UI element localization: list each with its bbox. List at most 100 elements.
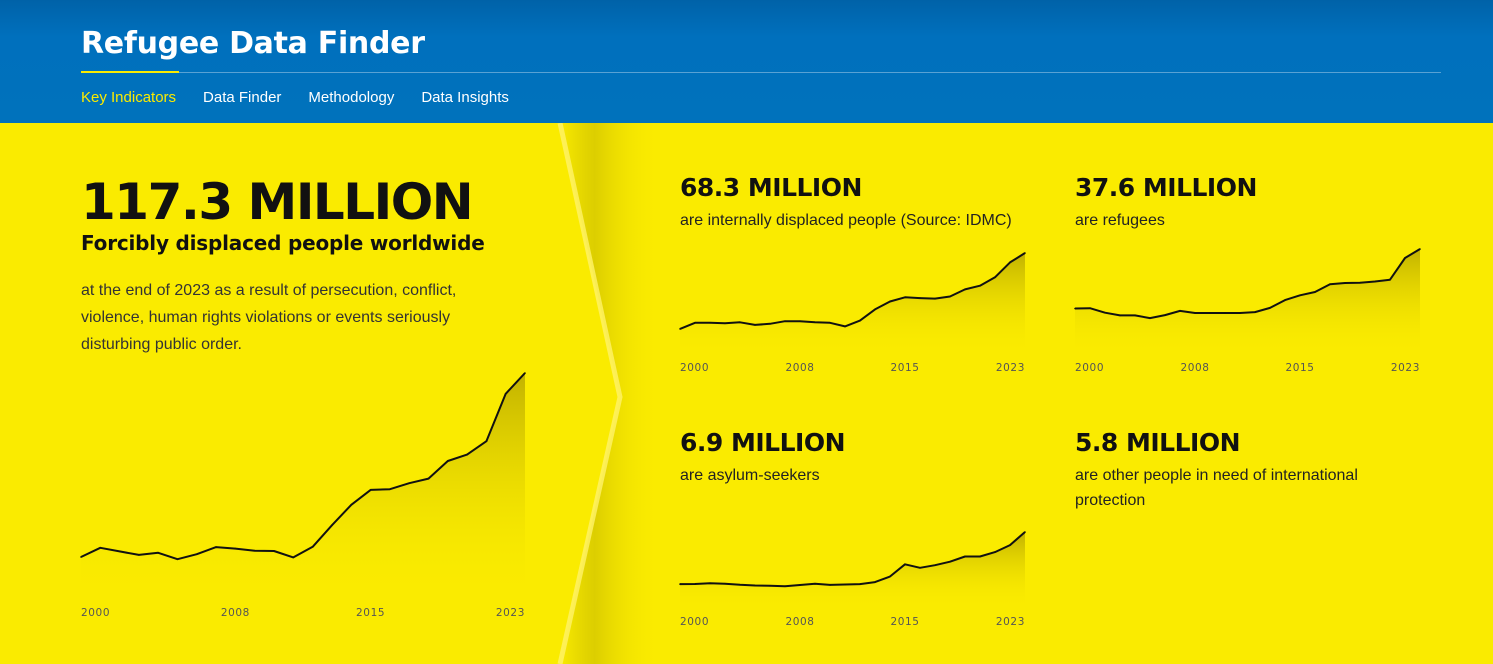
data-point-2003 xyxy=(138,554,140,556)
data-point-2014 xyxy=(1284,299,1286,301)
data-point-2000 xyxy=(679,583,681,585)
data-point-2011 xyxy=(844,583,846,586)
stat-refugees: 37.6 MILLION are refugees xyxy=(1075,174,1257,233)
asylum-seekers-chart: 2000 2008 2015 2023 xyxy=(679,531,1026,628)
data-point-2009 xyxy=(1209,312,1211,314)
data-point-2002 xyxy=(709,582,711,584)
hero-description: at the end of 2023 as a result of persec… xyxy=(81,282,457,353)
data-point-2003 xyxy=(1119,314,1121,317)
x-tick-label: 2023 xyxy=(996,616,1025,628)
x-tick-label: 2015 xyxy=(890,362,919,374)
data-point-2012 xyxy=(859,583,861,585)
nav-data-finder[interactable]: Data Finder xyxy=(203,89,282,106)
x-tick-label: 2000 xyxy=(680,362,709,374)
data-point-2007 xyxy=(1179,310,1181,312)
main-nav: Key Indicators Data Finder Methodology D… xyxy=(81,89,509,106)
data-point-2011 xyxy=(292,556,295,559)
data-point-2004 xyxy=(739,584,741,586)
hero-label: Forcibly displaced people worldwide xyxy=(81,231,485,255)
x-tick-label: 2008 xyxy=(785,616,814,628)
data-point-2013 xyxy=(331,524,333,526)
data-point-2015 xyxy=(904,563,906,566)
idp-chart: 2000 2008 2015 2023 xyxy=(679,252,1026,374)
data-point-2019 xyxy=(964,288,966,291)
data-point-2002 xyxy=(709,322,711,324)
data-point-2022 xyxy=(1009,261,1011,264)
nav-methodology[interactable]: Methodology xyxy=(308,89,395,106)
data-point-2007 xyxy=(784,585,786,587)
data-point-2020 xyxy=(466,453,468,456)
x-tick-label: 2000 xyxy=(680,616,709,628)
stat-value: 6.9 MILLION xyxy=(680,428,846,457)
series-line xyxy=(1074,248,1421,320)
data-point-2006 xyxy=(1164,314,1166,316)
data-point-2013 xyxy=(874,308,876,311)
stat-other-protection: 5.8 MILLION are other people in need of … xyxy=(1075,429,1415,513)
nav-key-indicators[interactable]: Key Indicators xyxy=(81,89,177,106)
data-point-2023 xyxy=(1419,248,1421,250)
data-point-2015 xyxy=(1299,294,1301,297)
data-point-2018 xyxy=(949,560,951,563)
data-point-2018 xyxy=(1344,282,1346,284)
stat-asylum-seekers: 6.9 MILLION are asylum-seekers xyxy=(680,428,846,488)
data-point-2017 xyxy=(408,482,411,484)
data-point-2021 xyxy=(1389,278,1391,281)
active-nav-indicator xyxy=(81,71,179,73)
data-point-2006 xyxy=(769,323,771,325)
data-point-2009 xyxy=(253,549,256,552)
x-tick-label: 2015 xyxy=(890,616,919,628)
stat-label: are internally displaced people (Source:… xyxy=(680,212,1012,229)
data-point-2005 xyxy=(1149,317,1151,319)
data-point-2007 xyxy=(215,546,217,548)
refugees-chart: 2000 2008 2015 2023 xyxy=(1074,248,1421,374)
data-point-2003 xyxy=(724,322,726,325)
data-point-2019 xyxy=(447,460,449,462)
data-point-2013 xyxy=(874,581,876,583)
x-tick-label: 2008 xyxy=(221,607,250,619)
site-title[interactable]: Refugee Data Finder xyxy=(81,26,425,61)
stat-value: 68.3 MILLION xyxy=(680,173,862,202)
nav-data-insights[interactable]: Data Insights xyxy=(421,89,509,106)
data-point-2017 xyxy=(1329,283,1331,285)
data-point-2023 xyxy=(1024,531,1026,533)
data-point-2022 xyxy=(504,393,507,395)
hero-chart: 2000 2008 2015 2023 xyxy=(80,372,526,619)
area-fill xyxy=(680,253,1025,355)
x-tick-label: 2023 xyxy=(496,607,525,619)
data-point-2004 xyxy=(157,552,159,554)
data-point-2000 xyxy=(80,556,82,558)
data-point-2010 xyxy=(273,550,275,552)
stat-value: 37.6 MILLION xyxy=(1075,173,1257,202)
data-point-2006 xyxy=(769,585,771,587)
x-tick-label: 2015 xyxy=(1285,362,1314,374)
stat-label: are asylum-seekers xyxy=(680,467,820,484)
data-point-2001 xyxy=(694,583,696,585)
x-tick-label: 2023 xyxy=(996,362,1025,374)
data-point-2015 xyxy=(904,296,906,299)
data-point-2022 xyxy=(1404,257,1406,259)
data-point-2005 xyxy=(754,584,756,587)
data-point-2020 xyxy=(1374,280,1376,283)
data-point-2019 xyxy=(964,555,966,558)
data-point-2022 xyxy=(1009,544,1011,546)
series-line xyxy=(679,531,1026,588)
data-point-2008 xyxy=(799,320,801,322)
data-point-2012 xyxy=(311,546,314,548)
stat-label: are other people in need of internationa… xyxy=(1075,467,1358,509)
data-point-2011 xyxy=(1239,312,1241,314)
data-point-2014 xyxy=(350,504,353,506)
data-point-2001 xyxy=(694,322,696,324)
data-point-2004 xyxy=(1134,314,1136,317)
series-line xyxy=(679,252,1026,330)
data-point-2023 xyxy=(1024,252,1026,254)
data-point-2001 xyxy=(1089,307,1091,309)
stat-idp: 68.3 MILLION are internally displaced pe… xyxy=(680,174,1012,233)
data-point-2010 xyxy=(829,584,831,586)
data-point-2020 xyxy=(979,555,981,558)
data-point-2021 xyxy=(994,551,996,553)
data-point-2021 xyxy=(994,276,996,279)
data-point-2016 xyxy=(919,567,921,569)
data-point-2018 xyxy=(427,477,430,480)
data-point-2017 xyxy=(934,564,936,566)
x-tick-label: 2008 xyxy=(1180,362,1209,374)
